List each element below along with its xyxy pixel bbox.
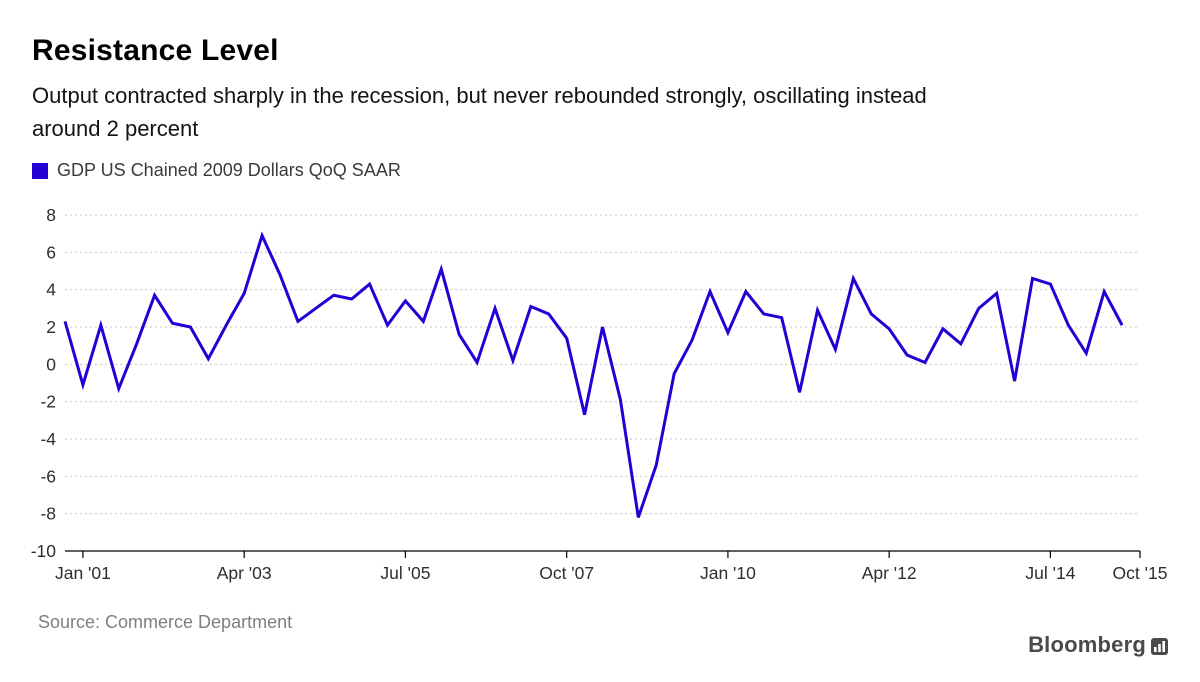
y-axis-label: -8	[40, 504, 56, 524]
x-axis-label: Jul '05	[380, 563, 430, 583]
y-axis-label: -6	[40, 466, 56, 486]
x-axis-label: Jul '14	[1025, 563, 1075, 583]
source-note: Source: Commerce Department	[38, 612, 293, 632]
legend-label: GDP US Chained 2009 Dollars QoQ SAAR	[57, 160, 401, 180]
x-axis-label: Jan '10	[700, 563, 756, 583]
x-axis-label: Oct '07	[539, 563, 594, 583]
bloomberg-wordmark: Bloomberg	[1028, 632, 1146, 657]
chart-title: Resistance Level	[32, 34, 279, 67]
y-axis-label: 2	[46, 317, 56, 337]
x-axis-label: Apr '03	[217, 563, 272, 583]
legend-color-swatch	[32, 162, 48, 179]
y-axis-label: -2	[40, 392, 56, 412]
chart-subtitle-line1: Output contracted sharply in the recessi…	[32, 83, 927, 108]
y-axis-label: 0	[46, 354, 56, 374]
y-axis-label: 6	[46, 242, 56, 262]
x-axis-label: Oct '15	[1113, 563, 1168, 583]
chart-subtitle: Output contracted sharply in the recessi…	[32, 79, 1162, 145]
chart-subtitle-line2: around 2 percent	[32, 116, 199, 141]
y-axis-label: 4	[46, 280, 56, 300]
x-axis-label: Apr '12	[862, 563, 917, 583]
y-axis-label: 8	[46, 205, 56, 225]
y-axis-label: -4	[40, 429, 56, 449]
bloomberg-chart-icon	[1151, 638, 1168, 655]
x-axis-label: Jan '01	[55, 563, 111, 583]
y-axis-label: -10	[31, 541, 57, 561]
bloomberg-logo: Bloomberg	[1028, 632, 1168, 658]
gdp-line	[63, 231, 1124, 518]
legend: GDP US Chained 2009 Dollars QoQ SAAR	[32, 160, 401, 181]
